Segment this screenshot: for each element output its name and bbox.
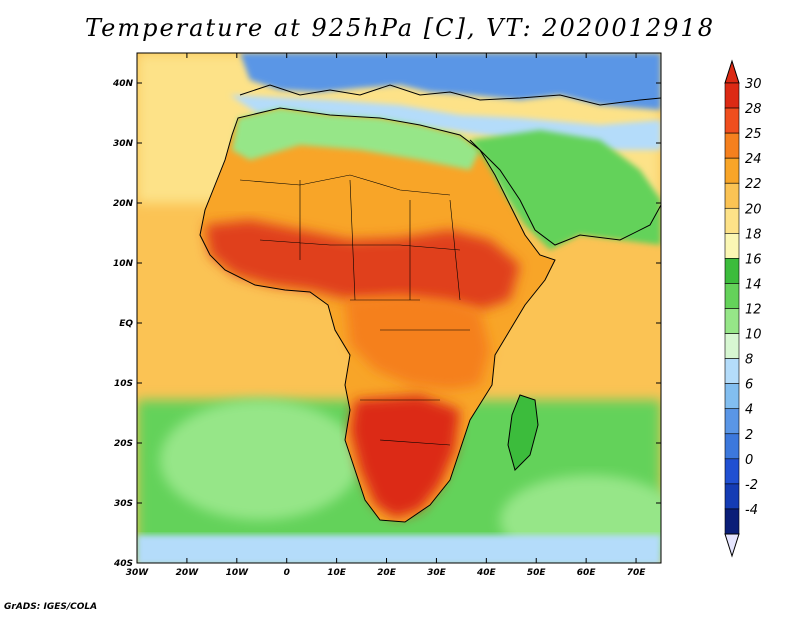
colorbar-swatch <box>724 333 740 359</box>
madagascar-coastline <box>507 394 539 471</box>
colorbar-swatch <box>724 157 740 184</box>
colorbar-swatch <box>724 408 740 435</box>
colorbar-label: 6 <box>745 378 753 393</box>
lat-tick-label: 30N <box>113 139 134 149</box>
lat-tick-label: 40N <box>112 79 134 89</box>
colorbar-swatch <box>724 258 740 284</box>
colorbar-swatch <box>724 132 740 159</box>
colorbar-swatch <box>724 458 740 485</box>
colorbar-bottom-arrow <box>724 533 740 558</box>
colorbar-swatch <box>724 433 740 460</box>
colorbar-label: 14 <box>745 277 762 292</box>
latitude-axis: 40N 30N 20N 10N EQ 10S 20S 30S 40S <box>112 79 661 569</box>
colorbar-label: 20 <box>745 202 762 217</box>
colorbar-label: 22 <box>745 177 762 192</box>
colorbar-label: -4 <box>745 503 758 518</box>
colorbar-swatch <box>724 358 740 384</box>
lat-tick-label: 10S <box>114 379 133 389</box>
internal-borders <box>239 174 470 446</box>
colorbar-label: 25 <box>745 127 762 142</box>
south-atlantic-cool-patch <box>160 400 360 520</box>
coastlines <box>199 84 661 523</box>
lon-tick-label: 20E <box>377 568 397 578</box>
colorbar-swatch <box>724 283 740 309</box>
sahel-hot-region <box>205 220 520 310</box>
lat-tick-label: EQ <box>119 319 133 329</box>
arabia-region <box>470 130 661 250</box>
lon-tick-label: 70E <box>627 568 647 578</box>
lon-tick-label: 30W <box>126 568 150 578</box>
colorbar-top-arrow <box>724 59 740 84</box>
colorbar-label: 16 <box>745 252 762 267</box>
arabia-coastline <box>469 139 661 246</box>
europe-coastline <box>239 84 661 106</box>
far-south-band <box>137 535 661 563</box>
lon-tick-label: 60E <box>577 568 597 578</box>
colorbar-label: 30 <box>745 77 762 92</box>
europe-region <box>240 53 661 110</box>
colorbar-swatch <box>724 207 740 234</box>
plot-frame <box>136 52 662 564</box>
lon-tick-label: 40E <box>476 568 497 578</box>
colorbar-label: 24 <box>745 152 762 167</box>
colorbar-swatch <box>724 82 740 109</box>
colorbar-label: 8 <box>745 353 753 368</box>
lat-tick-label: 10N <box>113 259 134 269</box>
colorbar-swatch <box>724 308 740 334</box>
colorbar-label: 2 <box>745 428 753 443</box>
colorbar-label: 4 <box>745 403 753 418</box>
lat-tick-label: 20N <box>113 199 134 209</box>
lat-tick-label: 20S <box>114 439 133 449</box>
map-plot-area <box>137 53 661 563</box>
colorbar-swatch <box>724 483 740 510</box>
colorbar-swatch <box>724 233 740 259</box>
colorbar-label: 0 <box>745 453 753 468</box>
lon-tick-label: 30E <box>427 568 447 578</box>
colorbar-swatch <box>724 182 740 209</box>
grads-credit: GrADS: IGES/COLA <box>4 602 98 612</box>
colorbar-swatch <box>724 107 740 134</box>
colorbar-label: 10 <box>745 328 762 343</box>
colorbar-swatch <box>724 383 740 410</box>
lat-tick-label: 30S <box>114 499 133 509</box>
maghreb-region <box>232 108 480 170</box>
colorbar-swatch <box>724 508 740 535</box>
colorbar-label: 18 <box>745 227 762 242</box>
colorbar-label: -2 <box>745 478 758 493</box>
lon-tick-label: 10W <box>226 568 250 578</box>
map-title: Temperature at 925hPa [C], VT: 202001291… <box>85 14 715 42</box>
lon-tick-label: 10E <box>327 568 347 578</box>
lat-tick-label: 40S <box>113 559 133 569</box>
kalahari-hot-core <box>350 395 460 518</box>
colorbar-label: 12 <box>745 303 762 318</box>
lon-tick-label: 50E <box>527 568 547 578</box>
congo-basin-region <box>345 295 490 390</box>
longitude-axis: 30W 20W 10W 0 10E 20E 30E 40E 50E 60E 70E <box>126 53 646 578</box>
lon-tick-label: 20W <box>176 568 200 578</box>
colorbar-label: 28 <box>745 102 762 117</box>
africa-coastline <box>199 107 556 523</box>
lon-tick-label: 0 <box>284 568 290 578</box>
